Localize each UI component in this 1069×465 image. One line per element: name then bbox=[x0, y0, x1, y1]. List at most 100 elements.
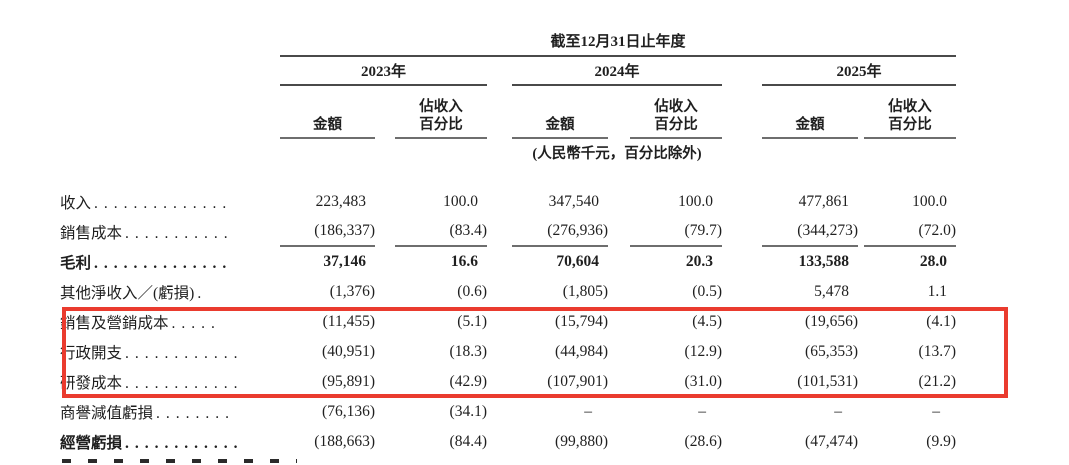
pct-cell: 1.1 bbox=[927, 283, 947, 300]
leader-dots: ........... bbox=[125, 225, 234, 242]
empty-cell bbox=[60, 86, 255, 139]
amount-cell: (11,455) bbox=[322, 313, 375, 330]
year-header-row: 2023年 2024年 2025年 bbox=[60, 57, 956, 86]
pct-cell: – bbox=[698, 403, 706, 420]
leader-dots: .............. bbox=[94, 255, 233, 272]
amount-cell: 133,588 bbox=[798, 253, 849, 270]
pct-header-line1: 佔收入 bbox=[888, 99, 932, 115]
amount-header-2023: 金額 bbox=[280, 86, 375, 139]
pct-cell: (13.7) bbox=[918, 343, 956, 360]
pct-cell: (5.1) bbox=[457, 313, 487, 330]
pct-header-2023: 佔收入 百分比 bbox=[395, 86, 487, 139]
empty-cell bbox=[60, 57, 255, 86]
pct-cell: (84.4) bbox=[449, 433, 487, 450]
amount-cell: 5,478 bbox=[814, 283, 849, 300]
leader-dots: ........ bbox=[156, 405, 236, 422]
amount-cell: (76,136) bbox=[322, 403, 375, 420]
amount-cell: (44,984) bbox=[555, 343, 608, 360]
amount-cell: (101,531) bbox=[797, 373, 858, 390]
pct-cell: 28.0 bbox=[919, 253, 947, 270]
pct-cell: 100.0 bbox=[443, 193, 478, 210]
amount-cell: (65,353) bbox=[805, 343, 858, 360]
amount-cell: – bbox=[584, 403, 592, 420]
pct-cell: (12.9) bbox=[684, 343, 722, 360]
unit-note: (人民幣千元，百分比除外) bbox=[532, 146, 702, 162]
table-row-other-net-income-loss: 其他淨收入／(虧損). (1,376) (0.6) (1,805) (0.5) … bbox=[60, 277, 956, 307]
amount-cell: (276,936) bbox=[512, 217, 608, 247]
table-row-goodwill-impairment-loss: 商譽減值虧損........ (76,136) (34.1) – – – – bbox=[60, 397, 956, 427]
amount-cell: 347,540 bbox=[548, 193, 599, 210]
amount-cell: (47,474) bbox=[805, 433, 858, 450]
amount-header-label: 金額 bbox=[795, 117, 825, 133]
amount-header-label: 金額 bbox=[313, 117, 342, 133]
pct-cell: (4.5) bbox=[692, 313, 722, 330]
amount-cell: – bbox=[834, 403, 842, 420]
row-label: 毛利 bbox=[60, 255, 92, 272]
leader-dots: . bbox=[197, 285, 208, 302]
table-row-revenue: 收入.............. 223,483 100.0 347,540 1… bbox=[60, 187, 956, 217]
pct-cell: (42.9) bbox=[449, 373, 487, 390]
year-header-2023: 2023年 bbox=[280, 57, 487, 86]
empty-cell bbox=[60, 139, 255, 163]
row-label: 經營虧損 bbox=[60, 435, 123, 452]
pct-cell: (31.0) bbox=[684, 373, 722, 390]
subheader-row: 金額 佔收入 百分比 金額 佔收入 百分比 金額 佔收入 百分比 bbox=[60, 86, 956, 139]
leader-dots: ............ bbox=[125, 375, 244, 392]
pct-header-line1: 佔收入 bbox=[654, 99, 698, 115]
unit-note-row: (人民幣千元，百分比除外) bbox=[60, 139, 956, 163]
pct-cell: (34.1) bbox=[449, 403, 487, 420]
table-row-cost-of-sales: 銷售成本........... (186,337) (83.4) (276,93… bbox=[60, 217, 956, 247]
amount-header-label: 金額 bbox=[545, 117, 575, 133]
table-row-administrative-expenses: 行政開支............ (40,951) (18.3) (44,984… bbox=[60, 337, 956, 367]
amount-header-2024: 金額 bbox=[512, 86, 608, 139]
amount-cell: 477,861 bbox=[798, 193, 849, 210]
pct-cell: 100.0 bbox=[678, 193, 713, 210]
row-label: 商譽減值虧損 bbox=[60, 405, 154, 422]
amount-cell: (15,794) bbox=[555, 313, 608, 330]
pct-cell: 20.3 bbox=[685, 253, 713, 270]
pct-cell: – bbox=[932, 403, 940, 420]
pct-cell: (0.6) bbox=[457, 283, 487, 300]
pct-header-line2: 百分比 bbox=[419, 117, 463, 133]
pct-cell: (9.9) bbox=[926, 433, 956, 450]
leader-dots: ............ bbox=[125, 435, 244, 452]
amount-cell: (1,376) bbox=[329, 283, 375, 300]
pct-cell: (28.6) bbox=[684, 433, 722, 450]
empty-cell bbox=[60, 26, 255, 57]
leader-dots: ............ bbox=[125, 345, 244, 362]
pct-header-line2: 百分比 bbox=[888, 117, 932, 133]
amount-cell: (40,951) bbox=[322, 343, 375, 360]
income-statement-table: 截至12月31日止年度 2023年 2024年 2025年 金額 佔收入 百分比 … bbox=[60, 26, 956, 457]
row-label: 收入 bbox=[60, 195, 92, 212]
leader-dots: ..... bbox=[171, 315, 221, 332]
amount-cell: (1,805) bbox=[562, 283, 608, 300]
amount-cell: 70,604 bbox=[556, 253, 599, 270]
row-label: 行政開支 bbox=[60, 345, 123, 362]
pct-cell: (0.5) bbox=[692, 283, 722, 300]
pct-cell: (4.1) bbox=[926, 313, 956, 330]
year-header-2025: 2025年 bbox=[762, 57, 956, 86]
amount-cell: (186,337) bbox=[280, 217, 375, 247]
table-row-selling-marketing-costs: 銷售及營銷成本..... (11,455) (5.1) (15,794) (4.… bbox=[60, 307, 956, 337]
row-label: 銷售及營銷成本 bbox=[60, 315, 169, 332]
amount-cell: (344,273) bbox=[762, 217, 858, 247]
leader-dots: .............. bbox=[94, 195, 233, 212]
row-label: 研發成本 bbox=[60, 375, 123, 392]
amount-cell: 37,146 bbox=[323, 253, 366, 270]
pct-cell: (83.4) bbox=[395, 217, 487, 247]
pct-header-2025: 佔收入 百分比 bbox=[864, 86, 956, 139]
pct-header-line2: 百分比 bbox=[654, 117, 698, 133]
year-header-2024: 2024年 bbox=[512, 57, 722, 86]
row-label: 其他淨收入／(虧損) bbox=[60, 285, 195, 302]
table-row-gross-profit: 毛利.............. 37,146 16.6 70,604 20.3… bbox=[60, 247, 956, 277]
amount-cell: 223,483 bbox=[315, 193, 366, 210]
clipped-next-row bbox=[62, 459, 297, 463]
amount-cell: (95,891) bbox=[322, 373, 375, 390]
pct-cell: (18.3) bbox=[449, 343, 487, 360]
amount-cell: (19,656) bbox=[805, 313, 858, 330]
pct-cell: 100.0 bbox=[912, 193, 947, 210]
amount-cell: (188,663) bbox=[314, 433, 375, 450]
amount-cell: (99,880) bbox=[555, 433, 608, 450]
pct-cell: (79.7) bbox=[630, 217, 722, 247]
